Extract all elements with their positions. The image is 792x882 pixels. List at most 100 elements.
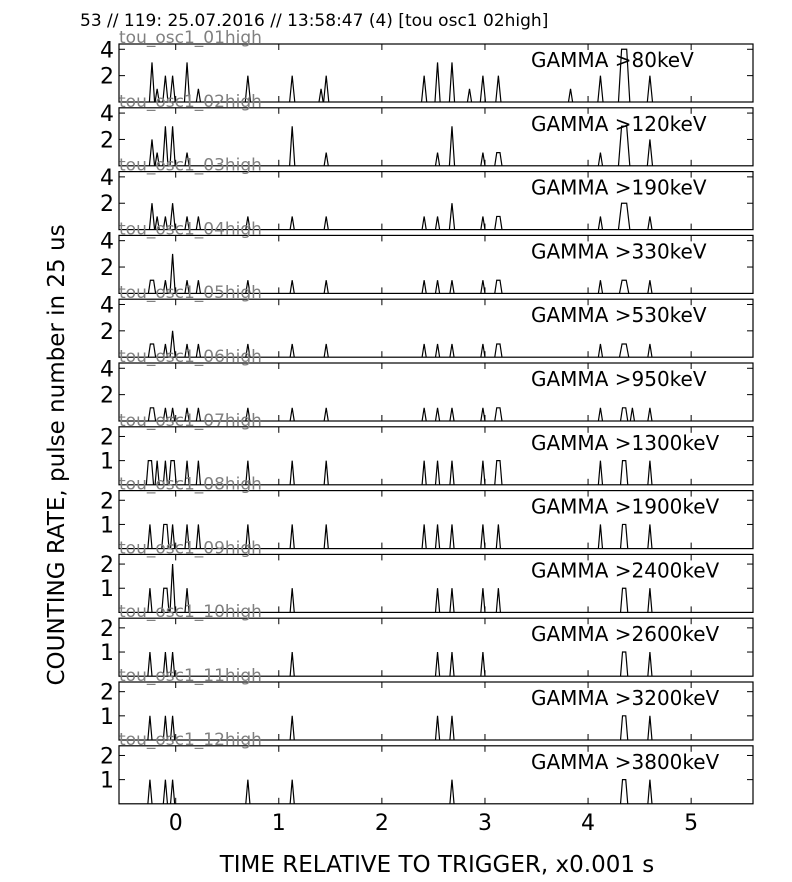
pulse [162, 715, 169, 741]
pulse [323, 460, 329, 485]
pulse [494, 407, 503, 422]
pulse [434, 524, 441, 549]
pulse [617, 125, 631, 166]
pulse [421, 343, 427, 358]
pulse [154, 216, 160, 230]
energy-label: GAMMA >80keV [531, 48, 694, 72]
panel: 12 GAMMA >3200keV tou_osc1_11high [100, 666, 754, 741]
pulse [434, 280, 441, 294]
pulse [629, 407, 636, 422]
pulse [434, 62, 441, 103]
pulse [162, 75, 169, 103]
pulse [597, 407, 604, 422]
y-tick-label: 4 [100, 102, 114, 127]
pulse [323, 216, 329, 230]
trace [147, 523, 653, 549]
pulse [449, 460, 455, 485]
pulse [147, 715, 153, 741]
pulse [421, 216, 427, 230]
pulse [597, 280, 604, 294]
pulse [449, 407, 455, 422]
pulse [323, 152, 329, 166]
pulse [647, 460, 653, 485]
figure-title: 53 // 119: 25.07.2016 // 13:58:47 (4) [t… [80, 11, 548, 31]
trace [147, 564, 653, 613]
pulse [597, 152, 604, 166]
x-tick-label: 2 [375, 811, 389, 836]
y-tick-label: 2 [100, 489, 114, 514]
pulse [449, 715, 455, 741]
x-tick-label: 4 [581, 811, 595, 836]
pulse [169, 407, 176, 422]
trace [148, 125, 654, 166]
pulse [183, 62, 191, 103]
pulse [245, 779, 251, 804]
y-tick-label: 2 [100, 320, 114, 345]
pulse [169, 564, 176, 613]
pulse [647, 280, 653, 294]
pulse [647, 779, 653, 804]
pulse [169, 330, 176, 358]
energy-label: GAMMA >530keV [531, 303, 707, 327]
pulse [289, 651, 295, 677]
pulse [169, 203, 176, 230]
energy-label: GAMMA >3200keV [531, 686, 720, 710]
y-tick-label: 2 [100, 744, 114, 769]
pulse [434, 152, 441, 166]
trace [145, 460, 653, 485]
pulse [466, 88, 473, 103]
pulse [289, 779, 295, 804]
pulse [434, 407, 441, 422]
energy-label: GAMMA >330keV [531, 239, 707, 263]
pulse [597, 460, 604, 485]
pulse [597, 216, 604, 230]
pulse [597, 75, 604, 103]
panel-frame [118, 107, 754, 167]
y-tick-label: 1 [100, 705, 114, 730]
pulse [289, 407, 295, 422]
x-tick-label: 1 [272, 811, 286, 836]
panel: 24 GAMMA >120keV tou_osc1_02high [100, 92, 754, 167]
pulse [494, 152, 503, 166]
channel-label: tou_osc1_03high [119, 156, 262, 176]
pulse [323, 280, 329, 294]
pulse [184, 460, 190, 485]
pulse [162, 460, 169, 485]
energy-label: GAMMA >950keV [531, 367, 707, 391]
pulse [647, 651, 653, 677]
pulse [618, 279, 630, 294]
pulse [147, 407, 157, 422]
pulse [154, 460, 160, 485]
pulse [169, 651, 176, 677]
pulse [647, 407, 653, 422]
pulse [161, 587, 170, 613]
panel-frame [118, 617, 754, 677]
pulse [245, 524, 251, 549]
y-tick-label: 2 [100, 128, 114, 153]
pulse [323, 75, 330, 103]
pulse [421, 460, 427, 485]
pulse [597, 343, 604, 358]
pulse [162, 343, 169, 358]
pulse [421, 524, 427, 549]
panel-frame [118, 426, 754, 486]
pulse [289, 460, 295, 485]
pulse [449, 651, 455, 677]
y-axis-label: COUNTING RATE, pulse number in 25 us [44, 224, 70, 685]
pulse [148, 203, 156, 230]
pulse [434, 343, 441, 358]
pulse [154, 88, 160, 103]
pulse [449, 343, 455, 358]
pulse [420, 75, 428, 103]
pulse [289, 343, 295, 358]
pulse [448, 126, 456, 166]
pulse [289, 280, 295, 294]
pulse [169, 253, 176, 294]
panel: 12 GAMMA >2400keV tou_osc1_09high [100, 538, 754, 614]
pulse [619, 587, 629, 613]
panel-frame [118, 553, 754, 614]
pulse [162, 651, 169, 677]
pulse [494, 343, 503, 358]
pulse [449, 524, 455, 549]
pulse [480, 343, 486, 358]
